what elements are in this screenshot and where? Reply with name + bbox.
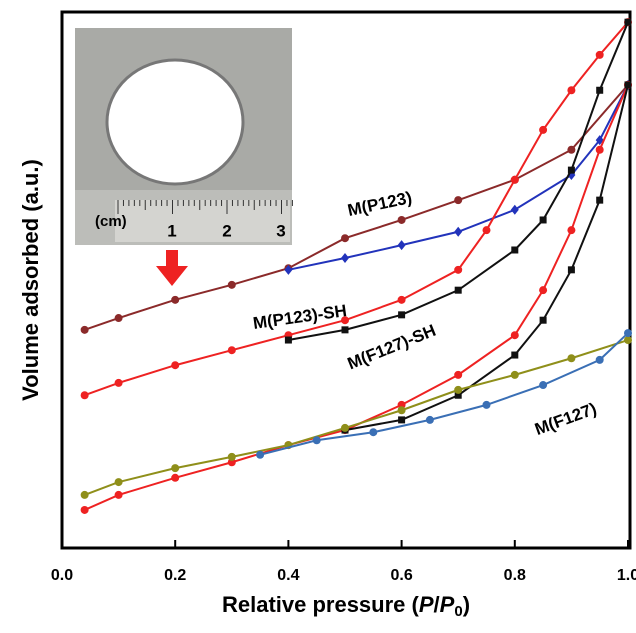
point <box>398 416 406 424</box>
series-label: M(P123)-SH <box>252 301 348 333</box>
point <box>482 226 491 235</box>
series-line <box>288 84 629 271</box>
point <box>510 370 519 379</box>
point <box>114 378 123 387</box>
point <box>114 478 123 487</box>
point <box>398 311 406 319</box>
x-tick-label: 0.0 <box>51 567 73 584</box>
point <box>80 325 89 334</box>
point <box>567 226 576 235</box>
point <box>595 355 604 364</box>
x-tick-label: 0.6 <box>390 567 412 584</box>
point <box>624 81 632 89</box>
point <box>341 316 349 325</box>
point <box>567 354 576 363</box>
point <box>482 400 491 409</box>
point <box>539 125 548 134</box>
arrow <box>156 250 188 286</box>
point <box>397 295 406 304</box>
point <box>80 391 89 400</box>
point <box>312 436 321 445</box>
point <box>595 145 604 154</box>
point <box>539 381 548 390</box>
point <box>341 423 349 432</box>
point <box>397 215 406 224</box>
point <box>80 490 89 499</box>
x-tick-label: 0.4 <box>277 567 299 584</box>
x-axis-label: Relative pressure (P/P0) <box>222 592 470 620</box>
point <box>596 86 604 94</box>
point <box>511 351 519 359</box>
point <box>539 216 547 224</box>
point <box>454 265 463 274</box>
point <box>624 336 632 345</box>
point <box>114 490 123 499</box>
point <box>510 204 519 215</box>
point <box>511 246 519 254</box>
inset-photo: (cm) 1 2 3 <box>75 28 293 245</box>
point <box>567 86 576 95</box>
x-tick-label: 0.8 <box>504 567 526 584</box>
series-line <box>259 332 629 456</box>
point <box>454 370 463 379</box>
point <box>539 316 547 324</box>
plot-frame <box>60 10 632 550</box>
point <box>397 240 406 251</box>
point <box>341 326 349 334</box>
point <box>595 135 604 146</box>
point <box>567 266 575 274</box>
point <box>171 464 180 473</box>
point <box>227 280 236 289</box>
ruler-label: 3 <box>276 221 285 240</box>
ruler-label: 1 <box>167 221 176 240</box>
point <box>454 391 462 399</box>
point <box>596 196 604 204</box>
point <box>624 18 632 26</box>
point <box>171 473 180 482</box>
point <box>341 253 349 264</box>
point <box>369 428 378 437</box>
ruler-unit: (cm) <box>95 213 127 230</box>
point <box>227 452 236 461</box>
point <box>284 336 292 344</box>
point <box>567 145 576 154</box>
y-axis-label: Volume adsorbed (a.u.) <box>18 159 43 401</box>
point <box>510 331 519 340</box>
point <box>454 385 463 394</box>
series-label: M(F127)-SH <box>345 321 439 374</box>
point <box>171 295 180 304</box>
point <box>454 286 462 294</box>
point <box>510 175 519 184</box>
point <box>171 361 180 370</box>
point <box>539 286 548 295</box>
point <box>595 50 604 59</box>
x-tick-label: 0.2 <box>164 567 186 584</box>
series-label: M(F127) <box>532 399 599 439</box>
point <box>624 329 632 338</box>
point <box>567 166 575 174</box>
point <box>454 196 463 205</box>
point <box>454 226 463 237</box>
point <box>425 415 434 424</box>
x-tick-label: 1.0 <box>617 567 636 584</box>
point <box>256 450 265 459</box>
series-label: M(P123) <box>346 188 414 220</box>
point <box>114 314 123 323</box>
point <box>227 346 236 355</box>
point <box>341 234 349 243</box>
series-line <box>84 21 629 397</box>
point <box>397 406 406 415</box>
ruler-label: 2 <box>222 221 231 240</box>
point <box>284 264 293 275</box>
point <box>80 505 89 514</box>
series-line <box>344 84 629 432</box>
